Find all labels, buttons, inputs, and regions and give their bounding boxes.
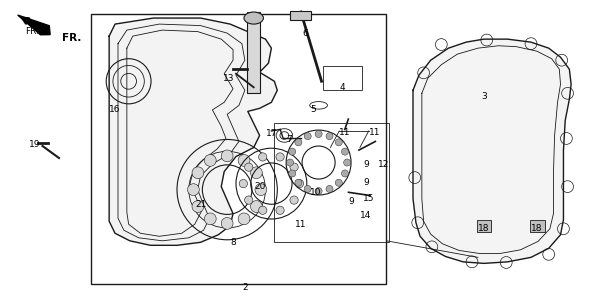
Bar (530, 220, 545, 232)
Text: 6: 6 (303, 29, 309, 38)
Text: 15: 15 (363, 194, 375, 203)
Polygon shape (18, 15, 50, 35)
Circle shape (238, 213, 250, 225)
Circle shape (342, 148, 349, 155)
Circle shape (221, 218, 233, 229)
Text: 9: 9 (363, 160, 369, 169)
Text: FR.: FR. (62, 33, 81, 43)
Circle shape (295, 179, 302, 186)
Text: 18: 18 (478, 224, 490, 233)
Circle shape (295, 139, 302, 146)
Text: 11: 11 (295, 220, 307, 229)
Circle shape (335, 179, 342, 186)
Circle shape (304, 133, 311, 140)
Text: 11: 11 (339, 128, 351, 137)
Text: 14: 14 (360, 211, 372, 220)
Text: 13: 13 (223, 74, 235, 83)
Text: 2: 2 (242, 283, 248, 292)
Circle shape (258, 206, 267, 214)
Ellipse shape (244, 12, 263, 24)
Text: FR.: FR. (25, 27, 40, 36)
Polygon shape (109, 18, 277, 245)
Circle shape (289, 170, 296, 177)
Circle shape (342, 170, 349, 177)
Text: 12: 12 (378, 160, 389, 169)
Circle shape (192, 167, 204, 179)
Circle shape (304, 185, 311, 192)
Text: 11: 11 (369, 128, 381, 137)
Circle shape (204, 213, 216, 225)
Text: 17: 17 (266, 129, 277, 138)
Bar (274, 123, 389, 242)
Circle shape (326, 133, 333, 140)
Text: 18: 18 (531, 224, 543, 233)
Bar (247, 12, 260, 93)
Bar (290, 11, 311, 20)
Text: 4: 4 (339, 83, 345, 92)
Circle shape (240, 179, 248, 188)
Circle shape (335, 139, 342, 146)
Circle shape (296, 179, 303, 188)
Circle shape (188, 184, 199, 196)
Bar (477, 220, 491, 232)
Circle shape (251, 200, 263, 213)
Bar (91, 14, 386, 284)
Text: 9: 9 (348, 197, 354, 206)
Circle shape (258, 153, 267, 161)
Polygon shape (413, 39, 571, 263)
Text: 21: 21 (195, 200, 206, 209)
Circle shape (290, 196, 298, 204)
Circle shape (287, 159, 294, 166)
Text: 5: 5 (310, 105, 316, 114)
Circle shape (343, 159, 350, 166)
Circle shape (192, 200, 204, 213)
Circle shape (315, 130, 322, 138)
Text: 9: 9 (363, 178, 369, 187)
Circle shape (315, 188, 322, 195)
Text: 3: 3 (481, 92, 487, 101)
Circle shape (290, 163, 298, 171)
Circle shape (276, 206, 284, 214)
Circle shape (255, 184, 267, 196)
Bar (323, 66, 362, 90)
Text: 19: 19 (28, 140, 40, 149)
Circle shape (276, 153, 284, 161)
Text: 16: 16 (109, 105, 121, 114)
Text: 8: 8 (230, 238, 236, 247)
Text: 7: 7 (286, 135, 292, 144)
Circle shape (289, 148, 296, 155)
Circle shape (326, 185, 333, 192)
Circle shape (245, 196, 253, 204)
Text: 10: 10 (310, 188, 322, 197)
Circle shape (245, 163, 253, 171)
Text: 20: 20 (254, 182, 266, 191)
Circle shape (251, 167, 263, 179)
Circle shape (221, 150, 233, 162)
Circle shape (204, 154, 216, 166)
Circle shape (238, 154, 250, 166)
